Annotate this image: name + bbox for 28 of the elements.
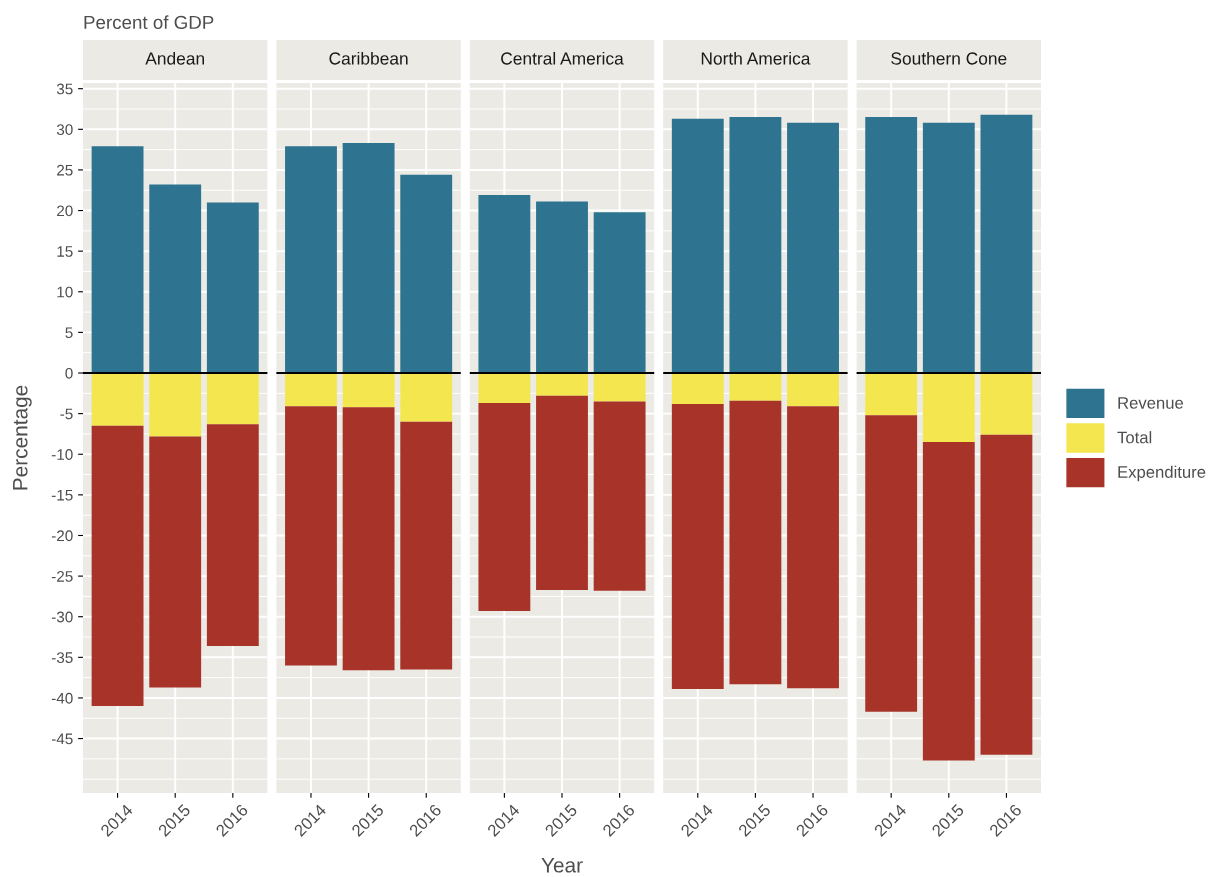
y-tick-label: -20 (51, 530, 73, 542)
y-tick-label: -35 (51, 652, 73, 664)
y-tick-label: -25 (51, 570, 73, 582)
chart-title: Caribbean (329, 51, 408, 65)
y-tick-label: 25 (57, 164, 73, 176)
chart-subtitle: Percent of GDP (84, 15, 214, 30)
x-axis-title: Year (541, 858, 583, 873)
y-tick-label: -30 (51, 611, 73, 623)
y-axis-title: Percentage (13, 385, 32, 490)
chart-title: Central America (501, 51, 624, 65)
legend-label: Revenue (1118, 397, 1184, 409)
y-tick-label: 35 (56, 83, 73, 95)
legend-label: Total (1117, 431, 1152, 444)
y-tick-label: 20 (57, 205, 73, 217)
y-tick-label: 30 (56, 124, 73, 135)
chart-title: North America (701, 51, 811, 65)
y-tick-label: 5 (65, 327, 73, 339)
y-tick-label: -15 (51, 489, 73, 501)
y-tick-label: 15 (57, 246, 73, 257)
y-tick-label: -10 (51, 449, 73, 460)
chart-title: Southern Cone (891, 51, 1007, 65)
y-tick-label: 10 (57, 286, 73, 298)
y-tick-label: -45 (51, 733, 73, 745)
chart-title: Andean (145, 51, 204, 65)
y-tick-label: -5 (60, 408, 73, 420)
y-tick-label: -40 (51, 692, 73, 704)
y-tick-label: 0 (65, 367, 73, 379)
legend-label: Expenditure (1118, 465, 1206, 482)
